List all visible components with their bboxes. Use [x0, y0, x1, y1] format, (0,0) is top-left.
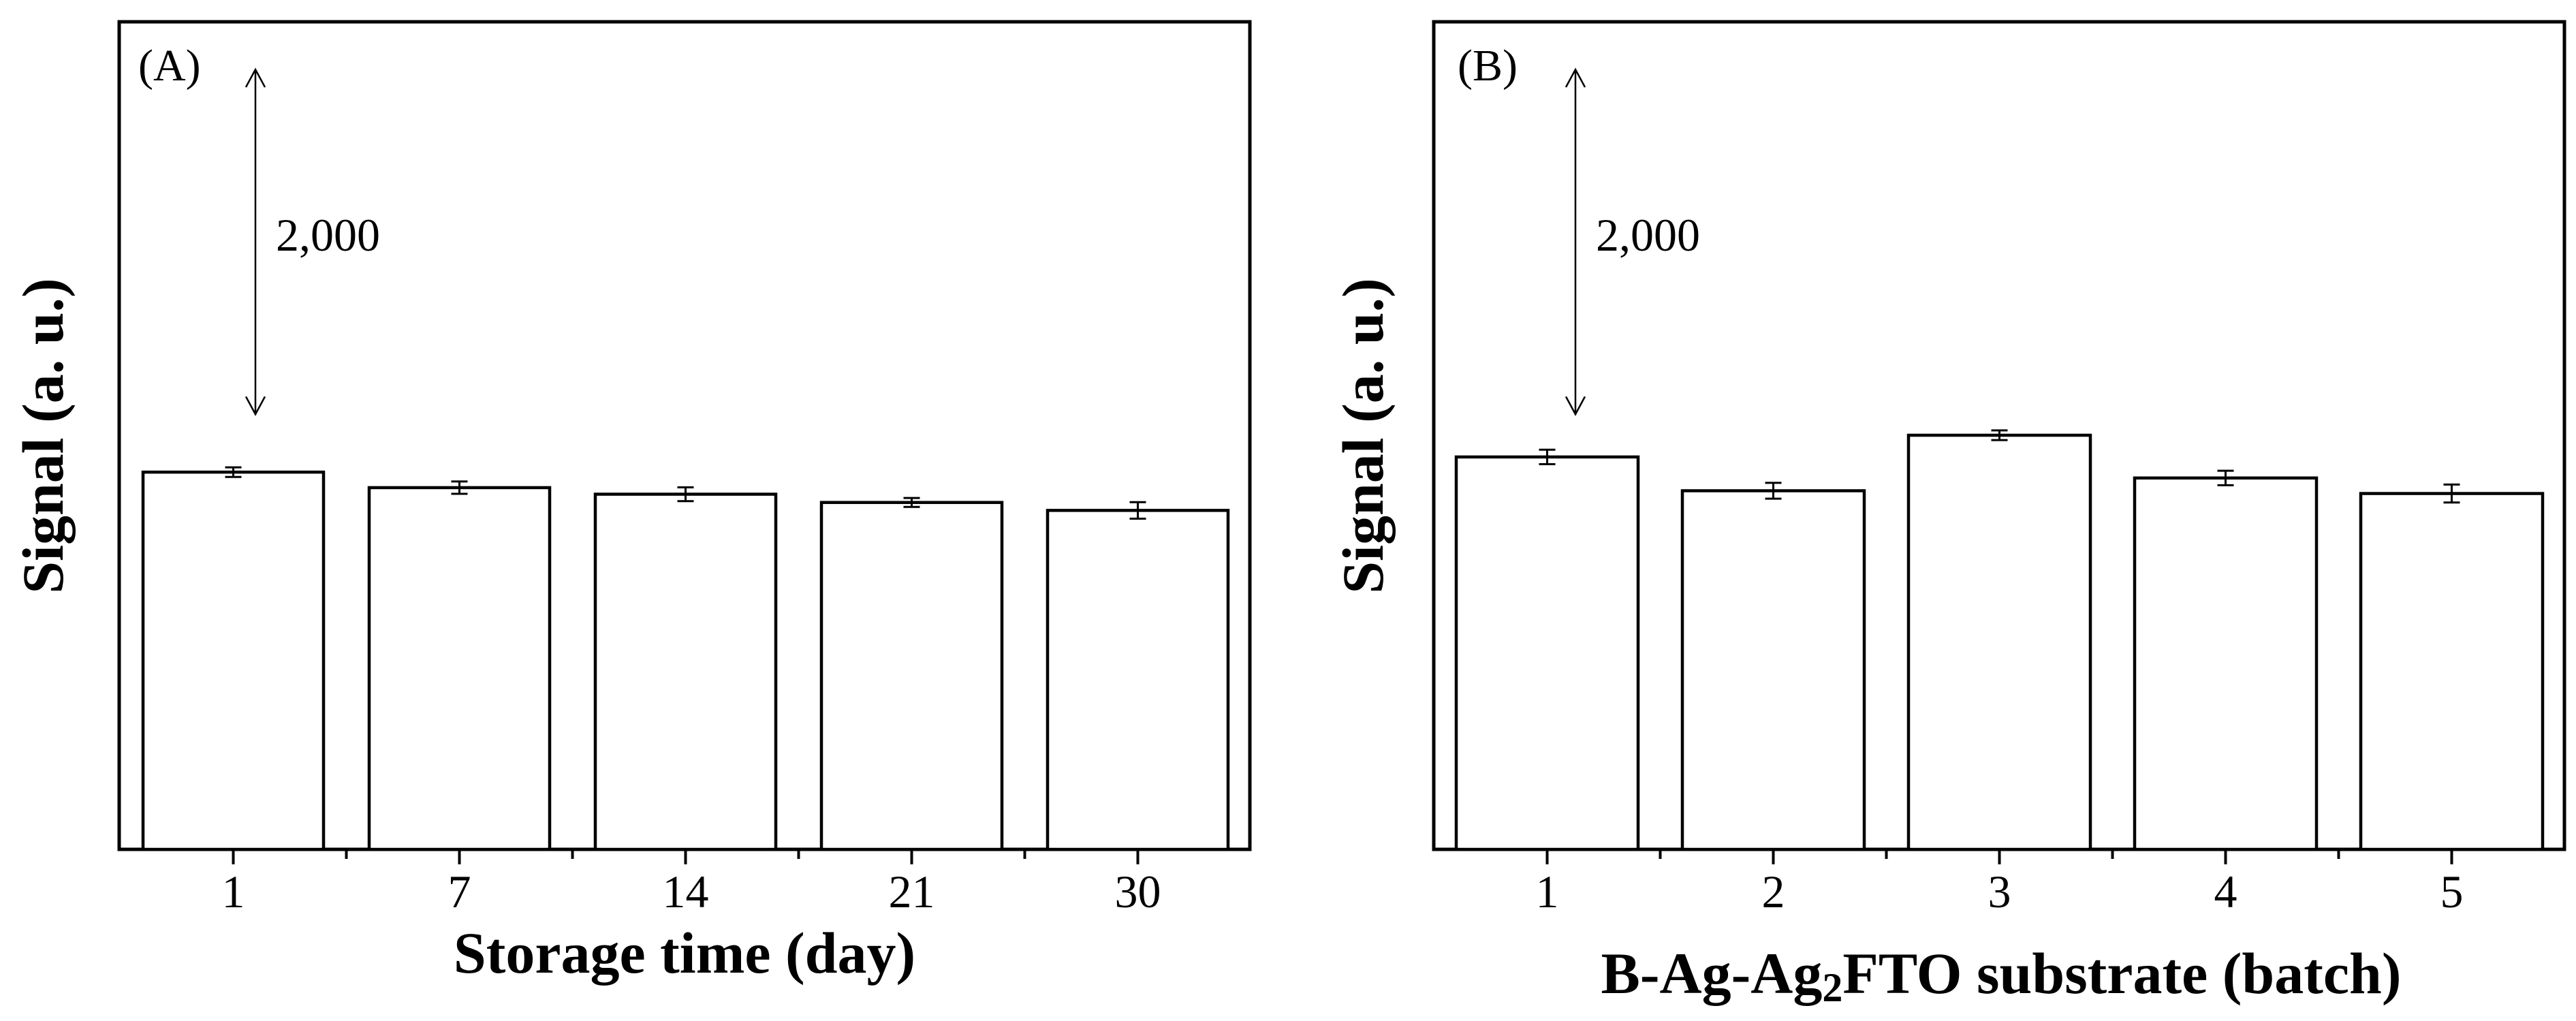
scale-label: 2,000 — [276, 209, 380, 261]
x-axis-title-subscript: 2 — [1822, 965, 1842, 1010]
scale-arrow — [1565, 67, 1586, 416]
x-axis-ticks — [1545, 849, 2453, 864]
bar-7 — [367, 486, 552, 851]
bar-2 — [1680, 489, 1866, 851]
error-bar-group — [225, 466, 1146, 520]
x-axis-ticks — [232, 849, 1140, 864]
x-tick-label: 4 — [2214, 866, 2237, 917]
scale-arrow-head-bottom — [245, 396, 266, 416]
x-tick-label: 2 — [1762, 866, 1785, 917]
x-tick-label: 21 — [889, 866, 935, 917]
y-axis-title: Signal (a. u.) — [10, 278, 76, 594]
bar-21 — [819, 501, 1004, 851]
scale-label: 2,000 — [1596, 209, 1700, 261]
bar-group — [141, 470, 1230, 851]
bar-1 — [141, 470, 326, 851]
error-bar-group — [1539, 429, 2460, 504]
panel-a: 1 7 14 21 30 (A) 2,000 Storage time (day) Si… — [10, 20, 1252, 986]
y-axis-title: Signal (a. u.) — [1330, 278, 1396, 594]
bar-group — [1454, 433, 2545, 851]
x-tick-label: 5 — [2440, 866, 2464, 917]
bar-4 — [2133, 476, 2319, 851]
scale-arrow-head-bottom — [1565, 396, 1586, 416]
x-tick-label: 30 — [1115, 866, 1161, 917]
panel-label: (B) — [1458, 41, 1518, 91]
x-tick-labels: 1 7 14 21 30 — [222, 866, 1161, 917]
bar-1 — [1454, 455, 1640, 851]
x-tick-label: 1 — [222, 866, 245, 917]
bar-3 — [1906, 433, 2092, 851]
x-axis-title-part: B-Ag-Ag — [1601, 941, 1822, 1006]
x-axis-title: B-Ag-Ag2FTO substrate (batch) — [1601, 941, 2401, 1010]
x-axis-title: Storage time (day) — [454, 920, 915, 986]
x-tick-label: 1 — [1536, 866, 1559, 917]
bar-5 — [2359, 492, 2545, 851]
x-tick-labels: 1 2 3 4 5 — [1536, 866, 2464, 917]
panel-label: (A) — [138, 41, 201, 91]
scale-arrow — [245, 67, 266, 416]
x-tick-label: 3 — [1988, 866, 2011, 917]
x-axis-title-part: FTO substrate (batch) — [1842, 941, 2401, 1006]
scale-arrow-head-top — [245, 67, 266, 88]
x-tick-label: 14 — [663, 866, 709, 917]
bar-14 — [593, 492, 778, 851]
scale-arrow-head-top — [1565, 67, 1586, 88]
x-tick-label: 7 — [448, 866, 471, 917]
bar-30 — [1046, 509, 1230, 851]
